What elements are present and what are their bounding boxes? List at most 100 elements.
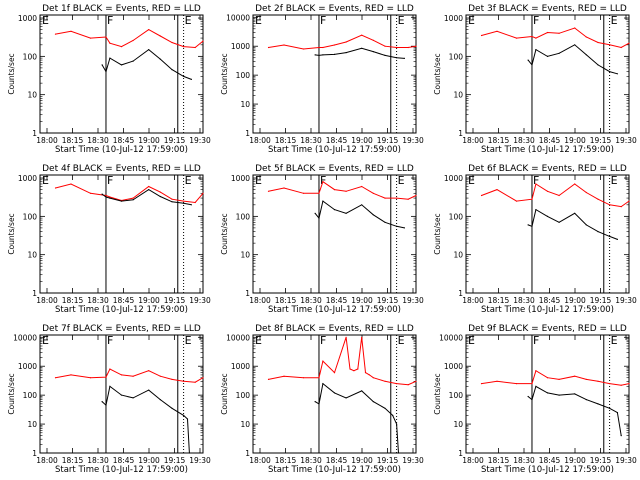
lld-point [531, 383, 533, 385]
x-tick-label: 19:15 [590, 296, 612, 305]
events-point [183, 202, 185, 204]
lld-point [70, 30, 72, 32]
lld-point [515, 37, 518, 39]
events-point [574, 212, 576, 214]
x-tick-label: 18:15 [275, 296, 297, 305]
lld-point [89, 192, 92, 194]
events-series-line [101, 48, 192, 80]
y-axis-label: Counts/sec [7, 213, 16, 254]
y-tick-label: 10000 [226, 13, 250, 22]
events-point [546, 392, 549, 394]
x-tick-label: 18:45 [326, 296, 348, 305]
events-point [403, 227, 405, 229]
lld-point [480, 194, 483, 197]
lld-series-line [55, 183, 204, 204]
y-tick-label: 100 [449, 212, 464, 221]
lld-point [597, 198, 599, 200]
lld-point [333, 372, 336, 374]
lld-point [609, 204, 611, 206]
lld-point [322, 46, 324, 49]
events-point [392, 414, 394, 416]
lld-point [267, 46, 270, 49]
events-point [527, 224, 529, 226]
y-axis-label: Counts/sec [220, 373, 229, 414]
x-tick-label: 19:15 [377, 136, 399, 145]
events-point [322, 54, 324, 56]
lld-point [159, 375, 161, 377]
plot-frame [252, 334, 417, 454]
lld-point [585, 36, 587, 38]
lld-point [364, 372, 367, 374]
lld-point [302, 192, 305, 194]
events-point [396, 57, 398, 59]
chart-panel-5: Det 5f BLACK = Events, RED = LLD 1 10 100 10… [220, 164, 424, 315]
y-tick-label: 1 [245, 289, 250, 298]
y-axis-label: Counts/sec [433, 53, 442, 94]
events-point [585, 399, 587, 401]
events-point [120, 64, 123, 66]
y-axis-label: Counts/sec [433, 373, 442, 414]
plot-frame [39, 174, 204, 294]
plot-frame [39, 14, 204, 134]
y-tick-label: 1000 [444, 174, 463, 183]
events-point [314, 401, 316, 403]
lld-point [267, 378, 270, 380]
lld-point [148, 370, 150, 372]
lld-point [515, 383, 518, 385]
lld-point [407, 46, 409, 49]
events-point [597, 403, 599, 405]
events-point [190, 78, 192, 80]
x-tick-label: 19:15 [164, 296, 186, 305]
events-point [314, 212, 316, 214]
lld-point [318, 46, 320, 49]
y-axis-label: Counts/sec [220, 213, 229, 254]
lld-point [628, 200, 630, 202]
x-tick-label: 19:30 [615, 136, 637, 145]
events-point [318, 403, 320, 405]
x-tick-label: 19:15 [590, 136, 612, 145]
lld-point [349, 368, 351, 370]
events-point [333, 392, 336, 394]
x-tick-label: 19:15 [164, 456, 186, 465]
panel-title: Det 6f BLACK = Events, RED = LLD [468, 164, 627, 174]
events-point [531, 64, 533, 66]
events-series-line [101, 385, 190, 454]
x-tick-label: 18:00 [462, 456, 484, 465]
y-tick-label: 1000 [18, 174, 37, 183]
x-tick-label: 19:00 [138, 456, 160, 465]
events-series-line [101, 189, 192, 206]
lld-point [372, 192, 374, 194]
marker-letter: F [107, 14, 113, 27]
lld-point [183, 46, 185, 48]
y-tick-label: 10000 [13, 333, 37, 342]
x-tick-label: 19:15 [377, 456, 399, 465]
panel-title: Det 8f BLACK = Events, RED = LLD [255, 324, 414, 334]
events-point [345, 397, 347, 399]
marker-letter: F [107, 334, 113, 347]
x-tick-label: 19:00 [138, 296, 160, 305]
lld-point [54, 187, 57, 189]
lld-point [585, 378, 587, 380]
events-point [120, 200, 123, 202]
y-tick-label: 10 [240, 420, 250, 429]
lld-point [535, 37, 537, 39]
x-axis-label: Start Time (10-Jul-12 17:59:00) [268, 465, 401, 475]
y-tick-label: 100 [449, 52, 464, 61]
x-tick-label: 19:15 [164, 136, 186, 145]
lld-point [105, 194, 107, 197]
events-point [597, 231, 599, 233]
marker-letter: E [185, 14, 192, 27]
lld-point [585, 191, 587, 194]
lld-point [531, 35, 533, 38]
events-point [396, 225, 398, 227]
lld-point [105, 376, 107, 378]
marker-letter: E [42, 14, 49, 27]
marker-letter: E [398, 334, 405, 347]
lld-point [515, 200, 518, 202]
y-tick-label: 10 [453, 91, 463, 100]
lld-point [558, 194, 560, 197]
marker-letter: E [468, 334, 475, 347]
panel-title: Det 2f BLACK = Events, RED = LLD [255, 4, 414, 14]
x-tick-label: 19:00 [564, 296, 586, 305]
